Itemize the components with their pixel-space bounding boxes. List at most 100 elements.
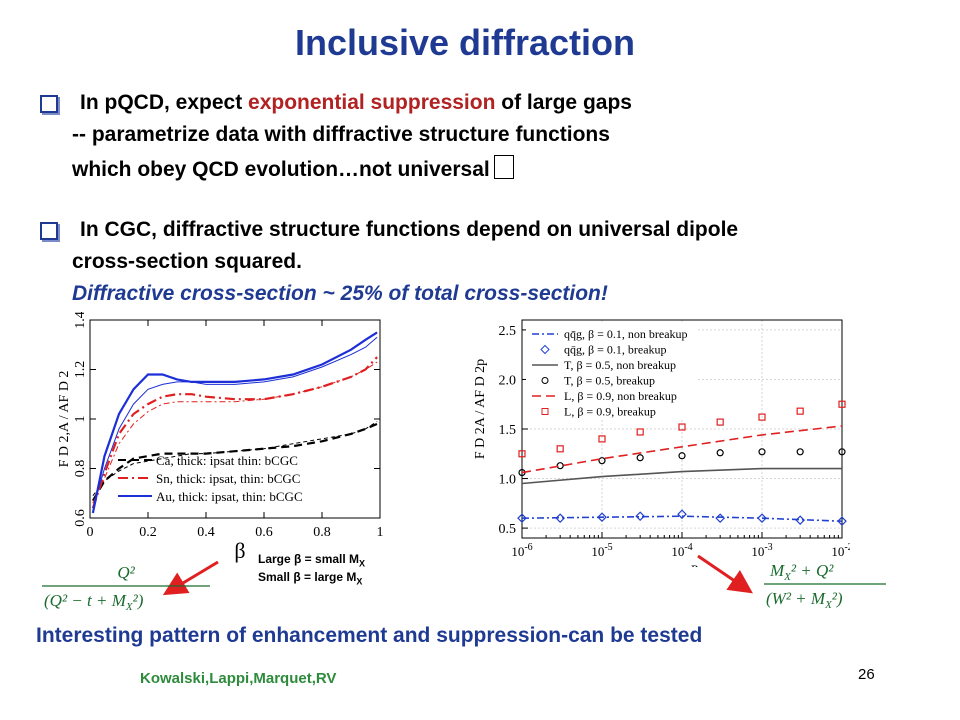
left-x-tick-label: 1 [377,525,384,540]
right-point-square [796,407,804,415]
right-x-tick-label: 10-4 [671,542,692,559]
right-y-tick-label: 0.5 [499,522,517,537]
left-chart: 0 0.2 0.4 0.6 0.8 1 0.6 0.8 1 1.2 1.4 Ca, thick: i… [58,312,384,540]
author-credit: Kowalski,Lappi,Marquet,RV [140,670,337,687]
right-x-tick-label: 10-5 [591,542,612,559]
right-legend-swatch [541,408,549,415]
right-x-tick-label: 10-6 [511,542,532,559]
left-x-tick-label: 0.6 [255,525,273,540]
note-beta-1: β [294,552,302,566]
bullet-square-icon [40,95,58,113]
right-y-tick-label: 2.5 [499,324,517,339]
right-point-square [598,435,606,443]
beta-symbol: β [234,540,245,563]
bullet-2-line-3: Diffractive cross-section ~ 25% of total… [72,282,608,305]
left-legend-entry: Sn, thick: ipsat, thin: bCGC [156,471,300,486]
bullet-1-pre: In pQCD, expect [80,91,249,114]
left-x-tick-label: 0 [87,525,94,540]
left-series-line [92,336,378,509]
note-small-beta: Small β = large MX [258,570,362,586]
right-chart: 10-6 10-5 10-4 10-3 10-2 0.5 1.0 1.5 2.0 2.5 qq̄g… [473,319,850,567]
left-chart-y-label: F D 2,A / AF D 2 [58,371,72,468]
page-number: 26 [858,666,875,683]
right-legend-entry: qq̄g, β = 0.1, non breakup [564,327,688,341]
formula-left-denominator: (Q² − t + MX²) [44,591,144,613]
bullet-2-line-2: cross-section squared. [72,250,302,273]
right-point-diamond [635,511,646,522]
left-x-axis-label: β [234,540,245,563]
right-legend-entry: L, β = 0.9, breakup [564,405,656,419]
right-point-diamond [517,513,527,524]
right-point-circle [796,448,804,456]
left-x-tick-label: 0.8 [313,525,331,540]
right-y-tick-label: 2.0 [499,373,517,388]
left-legend-entry: Ca, thick: ipsat thin: bCGC [156,453,298,468]
right-series-line [521,425,843,474]
note-sub-2: X [356,576,363,587]
right-point-square [758,413,766,421]
note-sub-1: X [359,558,366,569]
right-point-square [636,428,644,436]
bullet-1-highlight: exponential suppression [248,91,496,114]
formula-left: Q² (Q² − t + MX²) [42,563,210,613]
right-point-square [556,445,564,453]
right-point-diamond [715,513,726,524]
right-x-tick-label: 10-3 [751,542,772,559]
bullet-1-text: In pQCD, expect exponential suppression … [80,91,632,115]
right-point-diamond [795,515,806,526]
right-legend-entry: L, β = 0.9, non breakup [564,389,677,403]
right-legend-swatch [540,344,550,355]
left-y-tick-label: 0.6 [73,509,88,527]
right-point-diamond [757,513,767,524]
bottom-statement: Interesting pattern of enhancement and s… [36,624,703,647]
left-series-line [92,421,378,497]
right-legend-swatch [541,377,549,384]
right-point-square [716,418,724,426]
right-y-tick-label: 1.5 [499,423,517,438]
slide-title: Inclusive diffraction [294,22,636,63]
right-point-diamond [555,513,566,524]
left-y-tick-label: 1.4 [73,312,88,329]
right-point-diamond [597,512,607,523]
right-point-diamond [837,516,847,527]
left-x-tick-label: 0.4 [197,525,215,540]
left-x-tick-label: 0.2 [139,525,157,540]
right-legend-entry: T, β = 0.5, breakup [564,374,655,388]
left-series-line [91,422,378,502]
note-small-pre: Small [258,570,294,584]
right-point-diamond [677,509,687,520]
left-y-tick-label: 0.8 [73,460,88,478]
note-small-mid: = large M [300,570,357,584]
formula-right-numerator: MX² + Q² [769,561,834,583]
right-legend-bg [526,324,696,420]
bullet-2-text: In CGC, diffractive structure functions … [80,218,739,241]
note-large-mid: = small M [301,552,360,566]
right-point-square [838,400,846,408]
right-point-square [518,450,526,458]
right-x-tick-label: 10-2 [831,542,850,559]
right-point-circle [598,457,606,465]
right-point-circle [838,448,846,456]
right-point-circle [758,448,766,456]
formula-right: MX² + Q² (W² + MX²) [764,561,886,611]
right-legend-entry: T, β = 0.5, non breakup [564,358,676,372]
right-series-line [521,467,842,485]
left-y-tick-label: 1 [73,416,88,423]
right-point-circle [636,454,644,462]
right-point-square [678,423,686,431]
right-chart-y-label: F D 2A / AF D 2p [473,359,488,459]
left-series-line [91,331,378,514]
note-large-pre: Large [258,552,295,566]
right-point-circle [716,449,724,457]
right-point-circle [678,452,686,460]
missing-glyph-icon [493,155,514,179]
left-y-tick-label: 1.2 [73,361,88,379]
note-large-beta: Large β = small MX [258,552,365,568]
bullet-1-line-3: which obey QCD evolution…not universal [72,155,514,182]
left-legend-entry: Au, thick: ipsat, thin: bCGC [156,489,303,504]
right-chart-x-label: x_P [677,562,698,567]
bullet-1-line-3-text: which obey QCD evolution…not universal [72,158,490,181]
right-point-circle [556,462,564,470]
formula-right-denominator: (W² + MX²) [766,589,843,611]
bullet-1-line-2: -- parametrize data with diffractive str… [72,123,610,146]
